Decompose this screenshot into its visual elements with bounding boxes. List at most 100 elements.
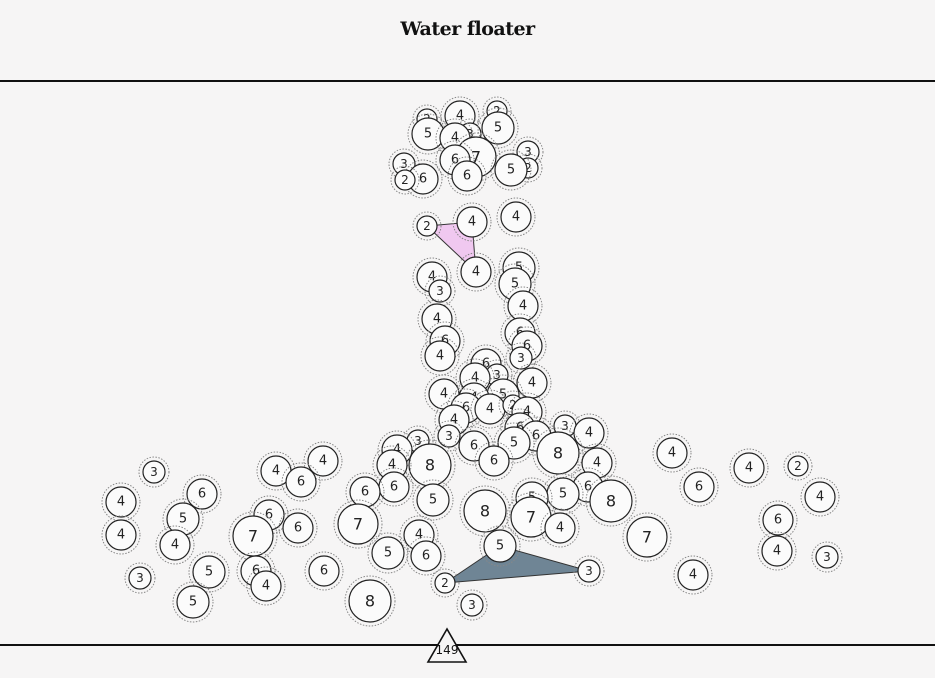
- number-ball[interactable]: 5: [172, 581, 214, 623]
- ball-value: 5: [510, 436, 518, 451]
- number-ball[interactable]: 4: [496, 197, 536, 237]
- number-ball[interactable]: 6: [403, 159, 443, 199]
- ball-body: [677, 559, 709, 591]
- ball-dotted-ring: [403, 159, 443, 199]
- number-ball[interactable]: 6: [406, 536, 446, 576]
- number-ball[interactable]: 5: [188, 551, 230, 593]
- number-ball[interactable]: 5: [367, 532, 409, 574]
- number-ball[interactable]: 2: [390, 165, 420, 195]
- number-ball[interactable]: 4: [417, 299, 457, 339]
- ball-dotted-ring: [532, 427, 584, 479]
- ball-value: 2: [794, 459, 802, 473]
- number-ball[interactable]: 3: [424, 275, 456, 307]
- number-ball[interactable]: 3: [811, 541, 843, 573]
- number-ball[interactable]: 3: [124, 562, 156, 594]
- ball-value: 4: [593, 456, 601, 471]
- ball-value: 6: [294, 521, 302, 536]
- number-ball[interactable]: 8: [585, 475, 637, 527]
- number-ball[interactable]: 2: [783, 451, 813, 481]
- number-ball[interactable]: 5: [490, 149, 532, 191]
- ball-dotted-ring: [652, 433, 692, 473]
- number-ball[interactable]: 4: [540, 508, 580, 548]
- number-ball[interactable]: 6: [182, 474, 222, 514]
- number-ball[interactable]: 6: [281, 462, 321, 502]
- number-ball[interactable]: 4: [155, 525, 195, 565]
- ball-dotted-ring: [344, 575, 396, 627]
- ball-dotted-ring: [236, 551, 276, 591]
- ball-body: [626, 516, 668, 558]
- number-ball[interactable]: 6: [679, 467, 719, 507]
- number-ball[interactable]: 7: [333, 499, 383, 549]
- ball-value: 6: [390, 480, 398, 495]
- number-ball[interactable]: 8: [344, 575, 396, 627]
- number-ball[interactable]: 4: [652, 433, 692, 473]
- number-ball[interactable]: 6: [447, 156, 487, 196]
- number-ball[interactable]: 4: [800, 477, 840, 517]
- number-ball[interactable]: 3: [433, 420, 465, 452]
- triangle-marker-icon: [426, 627, 468, 663]
- number-ball[interactable]: 6: [278, 508, 318, 548]
- number-ball[interactable]: 6: [758, 500, 798, 540]
- ball-dotted-ring: [278, 508, 318, 548]
- ball-body: [428, 279, 452, 303]
- number-ball[interactable]: 7: [228, 511, 278, 561]
- number-ball[interactable]: 6: [474, 441, 514, 481]
- number-ball[interactable]: 3: [138, 456, 170, 488]
- ball-value: 4: [528, 376, 536, 391]
- number-ball[interactable]: 4: [303, 441, 343, 481]
- ball-value: 2: [524, 161, 532, 175]
- ball-value: 3: [150, 465, 158, 479]
- ball-body: [285, 466, 317, 498]
- number-ball[interactable]: 5: [479, 525, 521, 567]
- ball-body: [424, 340, 456, 372]
- number-ball[interactable]: 2: [412, 211, 442, 241]
- number-ball[interactable]: 8: [532, 427, 584, 479]
- number-ball[interactable]: 6: [304, 551, 344, 591]
- number-ball[interactable]: 5: [493, 422, 535, 464]
- ball-dotted-ring: [585, 475, 637, 527]
- number-ball[interactable]: 4: [673, 555, 713, 595]
- number-ball[interactable]: 4: [456, 252, 496, 292]
- number-ball[interactable]: 7: [622, 512, 672, 562]
- ball-dotted-ring: [420, 336, 460, 376]
- ball-value: 6: [532, 429, 540, 444]
- ball-body: [573, 417, 605, 449]
- number-ball[interactable]: 4: [246, 566, 286, 606]
- ball-dotted-ring: [729, 448, 769, 488]
- ball-dotted-ring: [412, 211, 442, 241]
- number-ball[interactable]: 4: [101, 515, 141, 555]
- number-ball[interactable]: 3: [573, 555, 605, 587]
- ball-body: [460, 256, 492, 288]
- number-ball[interactable]: 3: [505, 342, 537, 374]
- number-ball[interactable]: 4: [729, 448, 769, 488]
- ball-dotted-ring: [304, 551, 344, 591]
- number-ball[interactable]: 4: [503, 286, 543, 326]
- number-ball[interactable]: 8: [459, 485, 511, 537]
- number-ball[interactable]: 4: [757, 531, 797, 571]
- number-ball[interactable]: 4: [512, 363, 552, 403]
- number-ball[interactable]: 6: [374, 467, 414, 507]
- number-ball[interactable]: 4: [101, 482, 141, 522]
- number-ball[interactable]: 4: [420, 336, 460, 376]
- ball-body: [308, 555, 340, 587]
- ball-dotted-ring: [757, 531, 797, 571]
- ball-dotted-ring: [800, 477, 840, 517]
- number-ball[interactable]: 5: [412, 479, 454, 521]
- ball-dotted-ring: [412, 257, 452, 297]
- number-ball[interactable]: 5: [477, 107, 519, 149]
- ball-value: 6: [419, 172, 427, 187]
- number-ball[interactable]: 2: [430, 568, 460, 598]
- ball-value: 2: [509, 398, 517, 412]
- ball-value: 4: [117, 528, 125, 543]
- ball-value: 4: [585, 426, 593, 441]
- ball-value: 4: [556, 521, 564, 536]
- number-ball[interactable]: 3: [456, 589, 488, 621]
- number-ball[interactable]: 5: [542, 473, 584, 515]
- ball-dotted-ring: [481, 359, 513, 391]
- ball-dotted-ring: [182, 474, 222, 514]
- number-ball[interactable]: 4: [577, 443, 617, 483]
- number-ball[interactable]: 4: [569, 413, 609, 453]
- number-ball[interactable]: 4: [452, 202, 492, 242]
- ball-body: [371, 536, 405, 570]
